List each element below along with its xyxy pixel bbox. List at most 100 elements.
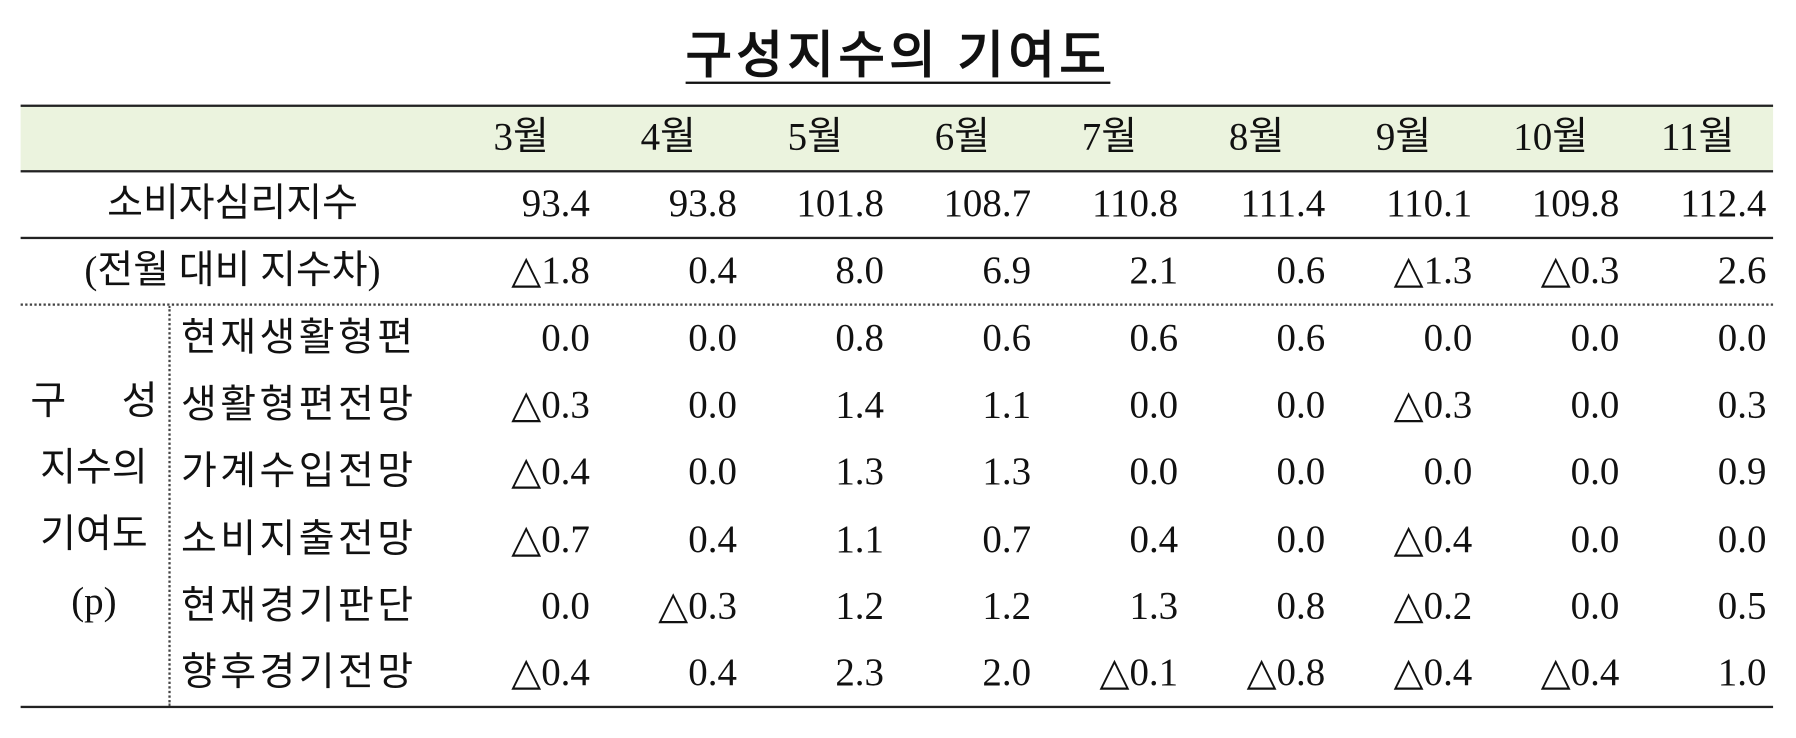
cell: 0.0 bbox=[1570, 451, 1620, 494]
cell: 1.1 bbox=[982, 384, 1032, 427]
cell: 0.0 bbox=[688, 384, 737, 427]
row-label: (전월 대비 지수차) bbox=[84, 249, 381, 292]
cell: △0.3 bbox=[511, 384, 590, 427]
cell: 0.0 bbox=[1570, 384, 1620, 427]
cell: 0.0 bbox=[688, 451, 737, 494]
row-label: 생활형편전망 bbox=[180, 384, 417, 427]
cell: △0.4 bbox=[1393, 651, 1473, 695]
column-header: 5월 bbox=[787, 116, 843, 159]
cell: △0.8 bbox=[1246, 651, 1326, 695]
cell: △0.4 bbox=[1540, 651, 1620, 695]
group-label: 지수의 bbox=[40, 447, 148, 490]
cell: 0.4 bbox=[688, 651, 737, 695]
cell: 1.4 bbox=[835, 384, 885, 427]
cell: 6.9 bbox=[982, 249, 1032, 292]
cell: 0.0 bbox=[1423, 451, 1473, 494]
row-label: 향후경기전망 bbox=[180, 651, 417, 695]
cell: 0.6 bbox=[1276, 317, 1326, 360]
cell: 0.0 bbox=[1276, 451, 1326, 494]
cell: 2.1 bbox=[1129, 249, 1179, 292]
cell: 0.0 bbox=[1276, 384, 1326, 427]
cell: 0.4 bbox=[688, 517, 737, 561]
cell: 0.0 bbox=[1423, 317, 1473, 360]
column-header: 8월 bbox=[1228, 116, 1285, 159]
cell: 0.7 bbox=[982, 517, 1032, 561]
cell: 2.0 bbox=[982, 651, 1032, 695]
cell: 0.8 bbox=[835, 317, 885, 360]
cell: 0.0 bbox=[1570, 517, 1620, 561]
column-header: 3월 bbox=[493, 116, 549, 159]
row-label: 현재경기판단 bbox=[180, 584, 417, 628]
column-header: 10월 bbox=[1513, 116, 1589, 159]
cell: 111.4 bbox=[1240, 182, 1326, 226]
cell: 0.0 bbox=[1129, 384, 1179, 427]
cell: △1.3 bbox=[1393, 249, 1473, 292]
cell: 1.1 bbox=[835, 517, 885, 561]
dotted-rule bbox=[20, 303, 1774, 306]
cell: 110.8 bbox=[1091, 182, 1179, 226]
cell: 108.7 bbox=[943, 182, 1032, 226]
cell: 0.0 bbox=[1717, 317, 1767, 360]
rule bbox=[20, 170, 1774, 173]
cell: △0.3 bbox=[658, 584, 737, 628]
cell: 0.0 bbox=[1276, 517, 1326, 561]
dotted-divider bbox=[168, 305, 171, 706]
cell: 110.1 bbox=[1386, 182, 1473, 226]
cell: 1.0 bbox=[1717, 651, 1767, 695]
cell: △0.3 bbox=[1393, 384, 1473, 427]
cell: △0.3 bbox=[1540, 249, 1620, 292]
cell: 0.0 bbox=[1717, 517, 1767, 561]
cell: 1.2 bbox=[982, 584, 1032, 628]
cell: 0.0 bbox=[1570, 584, 1620, 628]
cell: 0.5 bbox=[1717, 584, 1767, 628]
row-label: 소비지출전망 bbox=[180, 517, 417, 561]
cell: 0.6 bbox=[1276, 249, 1326, 292]
cell: 101.8 bbox=[796, 182, 885, 226]
cell: 1.2 bbox=[835, 584, 885, 628]
cell: △0.1 bbox=[1099, 651, 1179, 695]
cell: 0.6 bbox=[1129, 317, 1179, 360]
cell: 0.0 bbox=[541, 317, 590, 360]
cell: 0.0 bbox=[541, 584, 590, 628]
group-label: 구 성 bbox=[30, 380, 158, 424]
cell: △0.4 bbox=[511, 451, 590, 494]
cell: 1.3 bbox=[835, 451, 885, 494]
column-header: 4월 bbox=[640, 116, 696, 159]
cell: 0.0 bbox=[1570, 317, 1620, 360]
column-header: 6월 bbox=[934, 116, 991, 159]
cell: △1.8 bbox=[511, 249, 590, 292]
cell: 0.4 bbox=[1129, 517, 1179, 561]
row-label: 현재생활형편 bbox=[180, 317, 417, 360]
cell: 1.3 bbox=[982, 451, 1032, 494]
cell: 93.8 bbox=[668, 182, 737, 226]
cell: 0.3 bbox=[1717, 384, 1767, 427]
header-background bbox=[20, 105, 1774, 171]
column-header: 11월 bbox=[1661, 116, 1735, 159]
row-label: 소비자심리지수 bbox=[107, 182, 358, 226]
cell: 1.3 bbox=[1129, 584, 1179, 628]
cell: 2.3 bbox=[835, 651, 885, 695]
cell: 0.8 bbox=[1276, 584, 1326, 628]
cell: △0.7 bbox=[511, 517, 590, 561]
group-label: (p) bbox=[71, 580, 117, 624]
rule bbox=[20, 104, 1774, 107]
cell: 109.8 bbox=[1531, 182, 1620, 226]
cell: △0.2 bbox=[1393, 584, 1473, 628]
column-header: 7월 bbox=[1081, 116, 1138, 159]
cell: 0.0 bbox=[688, 317, 737, 360]
cell: 0.6 bbox=[982, 317, 1032, 360]
cell: 93.4 bbox=[521, 182, 590, 226]
rule bbox=[20, 236, 1774, 240]
cell: 0.4 bbox=[688, 249, 737, 292]
cell: 8.0 bbox=[835, 249, 885, 292]
cell: △0.4 bbox=[511, 651, 590, 695]
column-header: 9월 bbox=[1375, 116, 1432, 159]
cell: 112.4 bbox=[1680, 182, 1767, 226]
cell: △0.4 bbox=[1393, 517, 1473, 561]
title: 구성지수의 기여도 bbox=[685, 27, 1111, 84]
cell: 0.0 bbox=[1129, 451, 1179, 494]
cell: 0.9 bbox=[1717, 451, 1767, 494]
title-wrap: 구성지수의 기여도 bbox=[0, 14, 1796, 88]
